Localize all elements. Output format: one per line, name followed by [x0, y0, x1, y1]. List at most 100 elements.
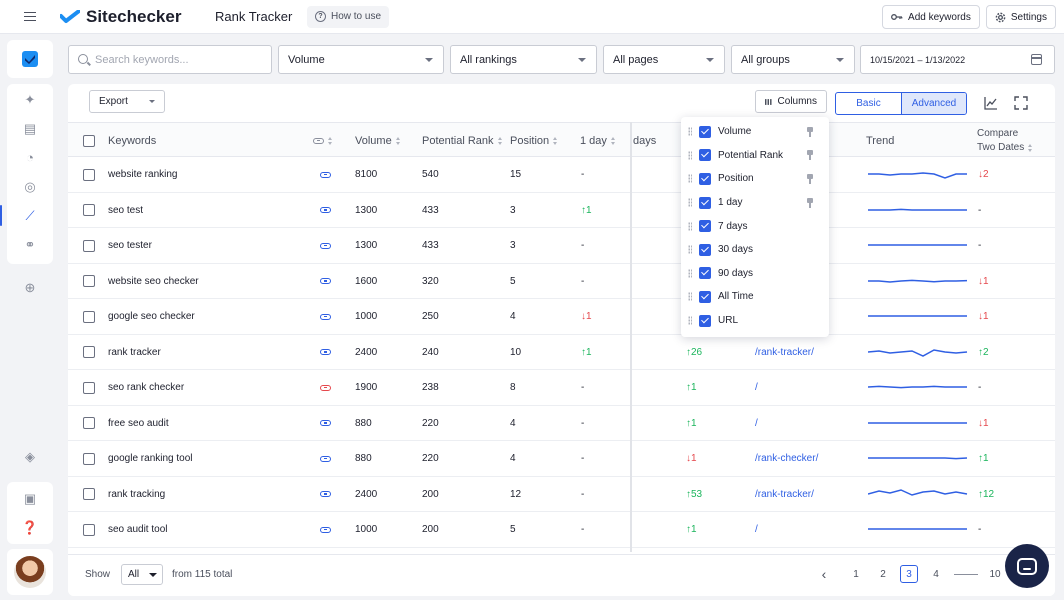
page-link-button[interactable] — [320, 299, 331, 334]
url-link[interactable]: /rank-tracker/ — [755, 346, 814, 358]
table-row[interactable]: rank tracking 2400 200 12- ↑ 53/rank-tracker/… — [68, 477, 1055, 512]
page-link-button[interactable] — [320, 335, 331, 370]
columns-button[interactable]: Columns — [755, 90, 827, 113]
drag-handle-icon[interactable] — [688, 150, 692, 160]
volume-select[interactable]: Volume — [278, 45, 444, 74]
chat-widget-button[interactable] — [1005, 544, 1049, 588]
row-checkbox[interactable] — [83, 264, 95, 299]
column-header-volume[interactable]: Volume — [355, 123, 401, 158]
settings-button[interactable]: Settings — [985, 5, 1056, 29]
column-checkbox[interactable] — [699, 196, 711, 209]
add-keywords-button[interactable]: Add keywords — [882, 5, 980, 29]
column-checkbox[interactable] — [699, 125, 711, 138]
page-link-button[interactable] — [320, 228, 331, 263]
page-link-button[interactable] — [320, 370, 331, 405]
chart-icon[interactable] — [984, 96, 998, 110]
row-checkbox[interactable] — [83, 193, 95, 228]
row-checkbox[interactable] — [83, 477, 95, 512]
drag-handle-icon[interactable] — [688, 245, 692, 255]
drag-handle-icon[interactable] — [688, 316, 692, 326]
pin-icon[interactable] — [806, 173, 814, 184]
menu-icon[interactable] — [0, 0, 60, 34]
table-row[interactable]: free seo audit 880 220 4- ↑ 1/↓ 1 — [68, 406, 1055, 441]
column-header-position[interactable]: Position — [510, 123, 558, 158]
row-checkbox[interactable] — [83, 335, 95, 370]
basic-view-button[interactable]: Basic — [856, 98, 881, 109]
column-checkbox[interactable] — [699, 267, 711, 280]
table-row[interactable]: seo test 1300 433 3 ↑ 1 - — [68, 193, 1055, 228]
url-link[interactable]: / — [755, 417, 758, 429]
drag-handle-icon[interactable] — [688, 127, 692, 137]
sidebar-item-rank-tracker[interactable]: ⟋ — [0, 201, 53, 230]
row-checkbox[interactable] — [83, 157, 95, 192]
column-header-trend[interactable]: Trend — [866, 123, 894, 158]
column-checkbox[interactable] — [699, 149, 711, 162]
pin-icon[interactable] — [806, 197, 814, 208]
page-link-button[interactable] — [320, 157, 331, 192]
column-option[interactable]: 7 days — [681, 214, 829, 238]
export-button[interactable]: Export — [89, 90, 165, 113]
column-option[interactable]: 90 days — [681, 262, 829, 286]
column-header-link[interactable] — [313, 123, 333, 158]
date-range-picker[interactable]: 10/15/2021 – 1/13/2022 — [860, 45, 1055, 74]
table-row[interactable]: rank tracker 2400 240 10 ↑ 1 ↑ 26/rank-tracker/… — [68, 335, 1055, 370]
row-checkbox[interactable] — [83, 512, 95, 547]
column-option[interactable]: Volume — [681, 120, 829, 144]
row-checkbox[interactable] — [83, 370, 95, 405]
rankings-select[interactable]: All rankings — [450, 45, 597, 74]
table-row[interactable]: website ranking 8100 540 15 - ↓ 2 — [68, 157, 1055, 193]
column-checkbox[interactable] — [699, 314, 711, 327]
sidebar-item-home[interactable] — [7, 40, 53, 78]
column-header-compare[interactable]: Compare Two Dates — [977, 123, 1033, 158]
logo[interactable]: Sitechecker — [60, 7, 215, 27]
sidebar-profile[interactable] — [7, 549, 53, 595]
table-row[interactable]: seo tester 1300 433 3 - - — [68, 228, 1055, 264]
column-option[interactable]: Position — [681, 167, 829, 191]
page-link-button[interactable] — [320, 264, 331, 299]
sidebar-item-monitoring[interactable]: ◎ — [7, 172, 53, 201]
table-row[interactable]: seo rank checker 1900 238 8 - ↑ 1 / - — [68, 370, 1055, 406]
sidebar-item-backlinks[interactable]: ⚭ — [7, 230, 53, 259]
sidebar-item-wallet[interactable]: ▣ — [7, 484, 53, 513]
table-row[interactable]: google seo checker 1000 250 4 ↓ 1 ↓ 1 — [68, 299, 1055, 335]
column-header-keywords[interactable]: Keywords — [108, 123, 156, 158]
url-link[interactable]: / — [755, 382, 758, 393]
page-1-button[interactable]: 1 — [853, 568, 859, 580]
advanced-view-button[interactable]: Advanced — [901, 93, 966, 114]
sidebar-item-tables[interactable]: ▤ — [7, 114, 53, 143]
page-link-button[interactable] — [320, 477, 331, 512]
avatar[interactable] — [14, 556, 46, 588]
column-option[interactable]: Potential Rank — [681, 144, 829, 168]
sidebar-item-help[interactable]: ❓ — [7, 513, 53, 542]
prev-page-button[interactable]: ‹ — [815, 565, 833, 583]
sidebar-item-audit[interactable]: ✦ — [7, 85, 53, 114]
column-checkbox[interactable] — [699, 290, 711, 303]
fullscreen-icon[interactable] — [1014, 96, 1028, 110]
column-checkbox[interactable] — [699, 220, 711, 233]
pin-icon[interactable] — [806, 126, 814, 137]
column-option[interactable]: 1 day — [681, 191, 829, 215]
how-to-use-button[interactable]: ? How to use — [307, 5, 390, 28]
row-checkbox[interactable] — [83, 228, 95, 263]
pages-select[interactable]: All pages — [603, 45, 725, 74]
row-checkbox[interactable] — [83, 406, 95, 441]
page-10-button[interactable]: 10 — [989, 568, 1001, 580]
url-link[interactable]: /rank-tracker/ — [755, 488, 814, 500]
page-4-button[interactable]: 4 — [933, 568, 939, 580]
page-3-button[interactable]: 3 — [900, 565, 918, 583]
select-all-checkbox[interactable] — [83, 123, 95, 158]
table-row[interactable]: google ranking tool 880 220 4- ↓ 1/rank-check… — [68, 441, 1055, 477]
pin-icon[interactable] — [806, 150, 814, 161]
page-link-button[interactable] — [320, 406, 331, 441]
page-size-select[interactable]: All — [121, 564, 163, 585]
column-header-potential-rank[interactable]: Potential Rank — [422, 123, 503, 158]
column-header-days[interactable]: days — [633, 123, 656, 158]
sidebar-item-speed[interactable]: ◔ — [7, 143, 53, 172]
row-checkbox[interactable] — [83, 441, 95, 476]
table-row[interactable]: seo audit tool 1000 200 5 - ↑ 1 / - — [68, 512, 1055, 548]
page-link-button[interactable] — [320, 512, 331, 547]
row-checkbox[interactable] — [83, 299, 95, 334]
column-header-1-day[interactable]: 1 day — [580, 123, 616, 158]
groups-select[interactable]: All groups — [731, 45, 855, 74]
column-option[interactable]: URL — [681, 309, 829, 333]
